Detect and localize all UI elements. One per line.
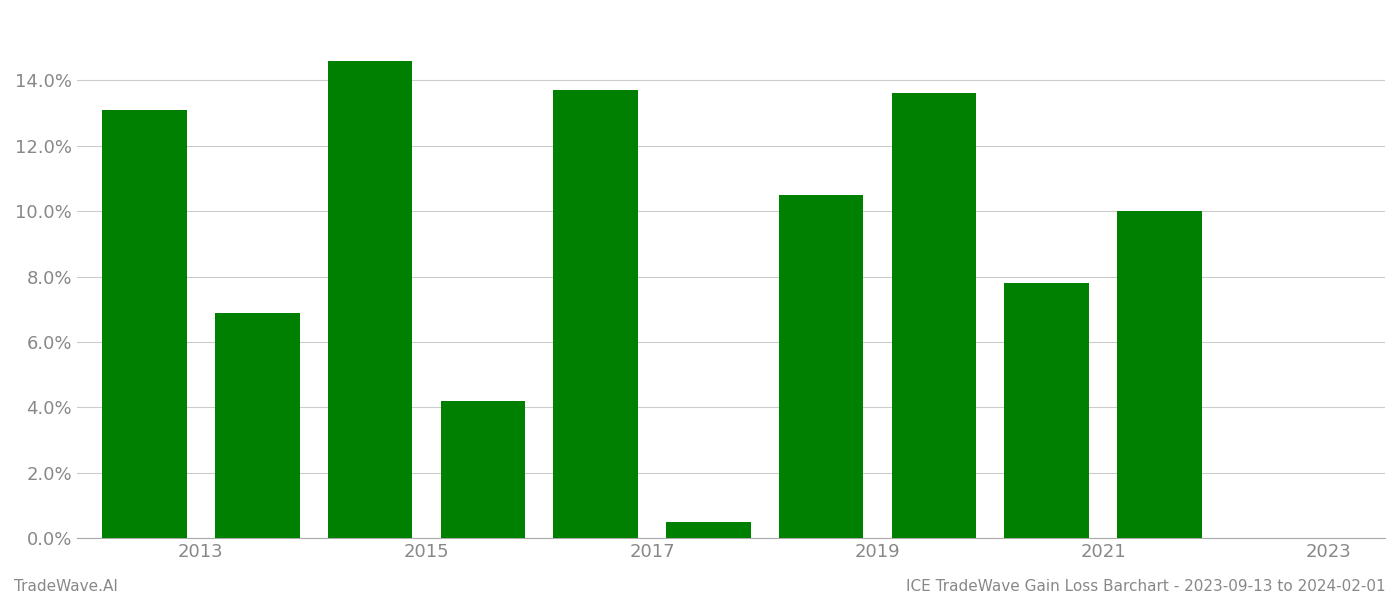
Bar (328, 61, 413, 538)
Text: ICE TradeWave Gain Loss Barchart - 2023-09-13 to 2024-02-01: ICE TradeWave Gain Loss Barchart - 2023-… (906, 579, 1386, 594)
Bar (666, 522, 750, 538)
Bar (1004, 283, 1089, 538)
Bar (1117, 211, 1201, 538)
Bar (102, 110, 186, 538)
Bar (553, 90, 638, 538)
Bar (441, 401, 525, 538)
Bar (216, 313, 300, 538)
Bar (778, 195, 864, 538)
Text: TradeWave.AI: TradeWave.AI (14, 579, 118, 594)
Bar (892, 94, 976, 538)
